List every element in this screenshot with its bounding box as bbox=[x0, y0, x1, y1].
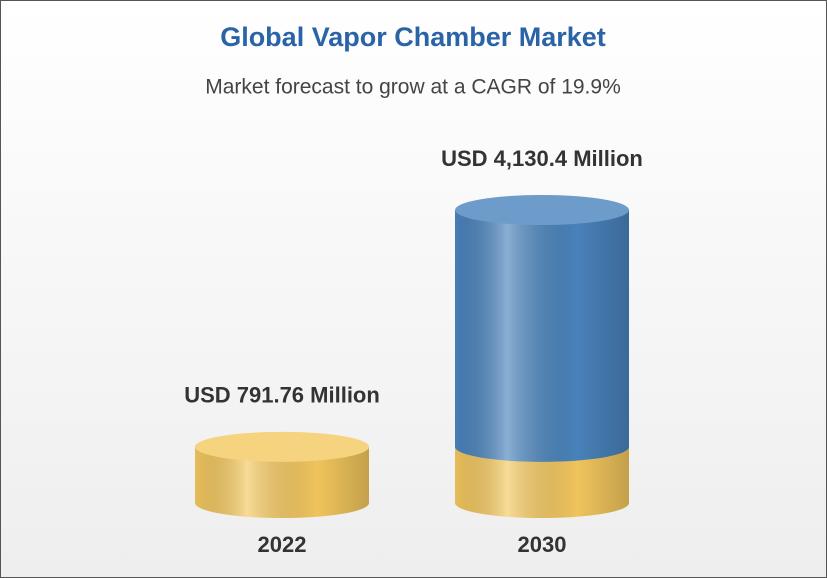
chart-title: Global Vapor Chamber Market bbox=[220, 22, 606, 52]
cylinder-top-shine bbox=[195, 431, 369, 462]
x-tick-label: 2022 bbox=[258, 532, 307, 557]
cylinder-shade bbox=[195, 446, 369, 518]
cylinder-shade bbox=[455, 210, 629, 462]
cylinder-shade bbox=[455, 446, 629, 518]
cylinder-top-shine bbox=[455, 195, 629, 225]
cylinder-top bbox=[455, 195, 629, 225]
cylinder-top bbox=[195, 431, 369, 462]
chart-subtitle: Market forecast to grow at a CAGR of 19.… bbox=[205, 76, 621, 99]
x-tick-label: 2030 bbox=[518, 532, 567, 557]
value-label: USD 791.76 Million bbox=[184, 383, 380, 408]
value-label: USD 4,130.4 Million bbox=[441, 146, 643, 171]
